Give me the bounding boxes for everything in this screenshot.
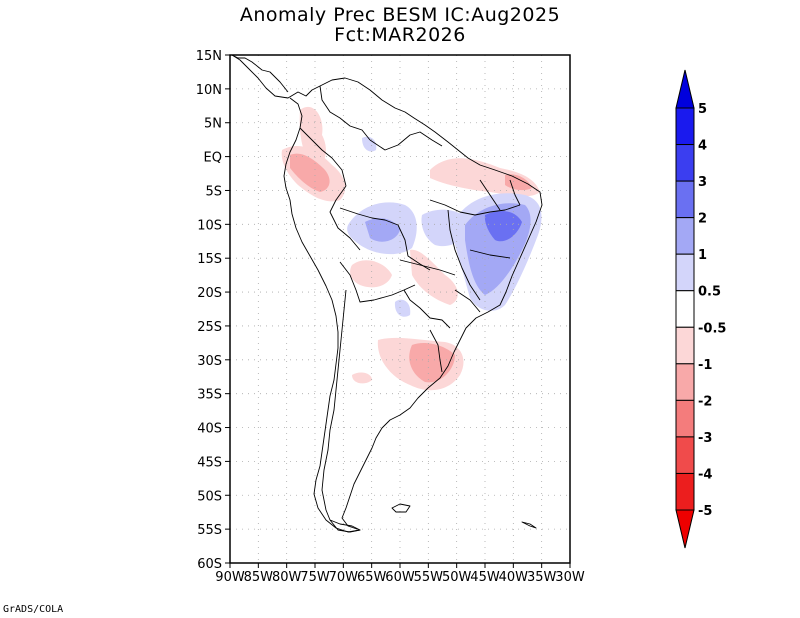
lat-tick-label: 60S bbox=[197, 557, 222, 572]
colorbar-label: -1 bbox=[698, 358, 712, 373]
south-america-coastline bbox=[231, 54, 543, 533]
lat-tick-label: EQ bbox=[204, 151, 222, 166]
colorbar-bin bbox=[675, 253, 695, 292]
pos-anomaly-east-brazil-core bbox=[484, 210, 522, 242]
chart-title-line1: Anomaly Prec BESM IC:Aug2025 bbox=[239, 4, 561, 26]
lat-tick-label: 30S bbox=[197, 354, 222, 369]
pos-anomaly-amazon-core bbox=[365, 218, 400, 242]
pos-anomaly-guiana bbox=[362, 136, 377, 152]
colorbar-bin bbox=[675, 290, 695, 328]
lat-tick-label: 15S bbox=[197, 252, 222, 267]
lon-tick-label: 45W bbox=[470, 570, 500, 585]
border-paraguay bbox=[403, 289, 451, 329]
colorbar-label: 2 bbox=[698, 212, 707, 227]
colorbar-label: -4 bbox=[698, 467, 712, 482]
lon-tick-label: 35W bbox=[527, 570, 557, 585]
lon-tick-label: 65W bbox=[357, 570, 387, 585]
colorbar-label: 5 bbox=[698, 102, 707, 117]
lat-tick-label: 10N bbox=[196, 83, 222, 98]
colorbar-bin bbox=[675, 363, 695, 401]
precip-anomaly-shading bbox=[281, 106, 542, 391]
lat-tick-label: 25S bbox=[197, 320, 222, 335]
border-brazil-states-2 bbox=[447, 209, 481, 301]
border-colombia-ecuador-peru bbox=[299, 127, 347, 187]
lat-tick-label: 5N bbox=[204, 117, 222, 132]
border-argentina-chile bbox=[321, 289, 347, 521]
lon-tick-label: 90W bbox=[215, 570, 245, 585]
colorbar-bin bbox=[675, 107, 695, 146]
neg-anomaly-argentina bbox=[352, 372, 372, 384]
lat-tick-label: 5S bbox=[205, 184, 222, 199]
colorbar-label: 1 bbox=[698, 248, 707, 263]
lat-tick-label: 35S bbox=[197, 388, 222, 403]
map-gridlines bbox=[230, 55, 570, 563]
central-america bbox=[231, 54, 289, 93]
lat-tick-label: 55S bbox=[197, 523, 222, 538]
border-brazil-states-3 bbox=[469, 249, 511, 259]
colorbar-labels: 5 4 3 2 1 0.5 -0.5 -1 -2 -3 -4 -5 bbox=[698, 102, 726, 519]
colorbar-legend bbox=[675, 69, 695, 549]
neg-anomaly-ecuador-peru-core bbox=[290, 153, 330, 192]
border-brazil-states-4 bbox=[454, 289, 481, 313]
border-brazil-north bbox=[369, 131, 443, 151]
lon-tick-label: 55W bbox=[414, 570, 444, 585]
colorbar-label: 3 bbox=[698, 175, 707, 190]
lat-tick-label: 15N bbox=[196, 49, 222, 64]
neg-anomaly-bolivia bbox=[350, 260, 392, 288]
south-georgia bbox=[521, 521, 537, 529]
colorbar-bin bbox=[675, 217, 695, 255]
lon-tick-label: 70W bbox=[329, 570, 359, 585]
border-peru-brazil bbox=[329, 185, 361, 251]
colorbar-bin bbox=[675, 144, 695, 182]
border-brazil-states-5 bbox=[399, 259, 456, 276]
colorbar-label: 4 bbox=[698, 139, 707, 154]
lon-tick-label: 60W bbox=[385, 570, 415, 585]
lon-tick-label: 50W bbox=[442, 570, 472, 585]
colorbar-label: -5 bbox=[698, 504, 712, 519]
tierra-del-fuego bbox=[329, 519, 361, 533]
colorbar-top-arrow bbox=[675, 69, 695, 109]
lon-tick-label: 85W bbox=[244, 570, 274, 585]
border-argentina-uruguay bbox=[429, 329, 443, 373]
colorbar-label: 0.5 bbox=[698, 285, 721, 300]
latitude-axis: 15N 10N 5N EQ 5S 10S 15S 20S 25S 30S 35S 40S 45S 50S 5… bbox=[196, 49, 230, 572]
colorbar-label: -2 bbox=[698, 394, 712, 409]
border-brazil-states-7 bbox=[509, 179, 521, 206]
lat-tick-label: 20S bbox=[197, 286, 222, 301]
lat-tick-label: 40S bbox=[197, 422, 222, 437]
coastlines-and-borders bbox=[231, 54, 543, 533]
neg-anomaly-paraguay bbox=[410, 249, 458, 305]
chart-title-line2: Fct:MAR2026 bbox=[334, 24, 466, 46]
border-brazil-bolivia bbox=[339, 207, 431, 271]
colorbar-bottom-arrow bbox=[675, 509, 695, 549]
lat-tick-label: 50S bbox=[197, 489, 222, 504]
colorbar-label: -3 bbox=[698, 431, 712, 446]
lon-tick-label: 75W bbox=[300, 570, 330, 585]
lat-tick-label: 45S bbox=[197, 455, 222, 470]
border-brazil-states-1 bbox=[429, 199, 521, 216]
lon-tick-label: 30W bbox=[555, 570, 585, 585]
software-credit: GrADS/COLA bbox=[3, 604, 64, 615]
lon-tick-label: 80W bbox=[272, 570, 302, 585]
border-brazil-states-6 bbox=[479, 179, 501, 211]
colorbar-bin bbox=[675, 399, 695, 438]
border-colombia-venezuela bbox=[319, 85, 371, 141]
colorbar-bin bbox=[675, 472, 695, 511]
lat-tick-label: 10S bbox=[197, 218, 222, 233]
colorbar-bin bbox=[675, 436, 695, 474]
colorbar-label: -0.5 bbox=[698, 321, 726, 336]
pos-anomaly-paraguay bbox=[394, 299, 411, 317]
lon-tick-label: 40W bbox=[499, 570, 529, 585]
falklands bbox=[391, 503, 411, 513]
colorbar-bin bbox=[675, 180, 695, 219]
colorbar-bin bbox=[675, 326, 695, 365]
border-bolivia-chile-argentina bbox=[339, 261, 416, 303]
